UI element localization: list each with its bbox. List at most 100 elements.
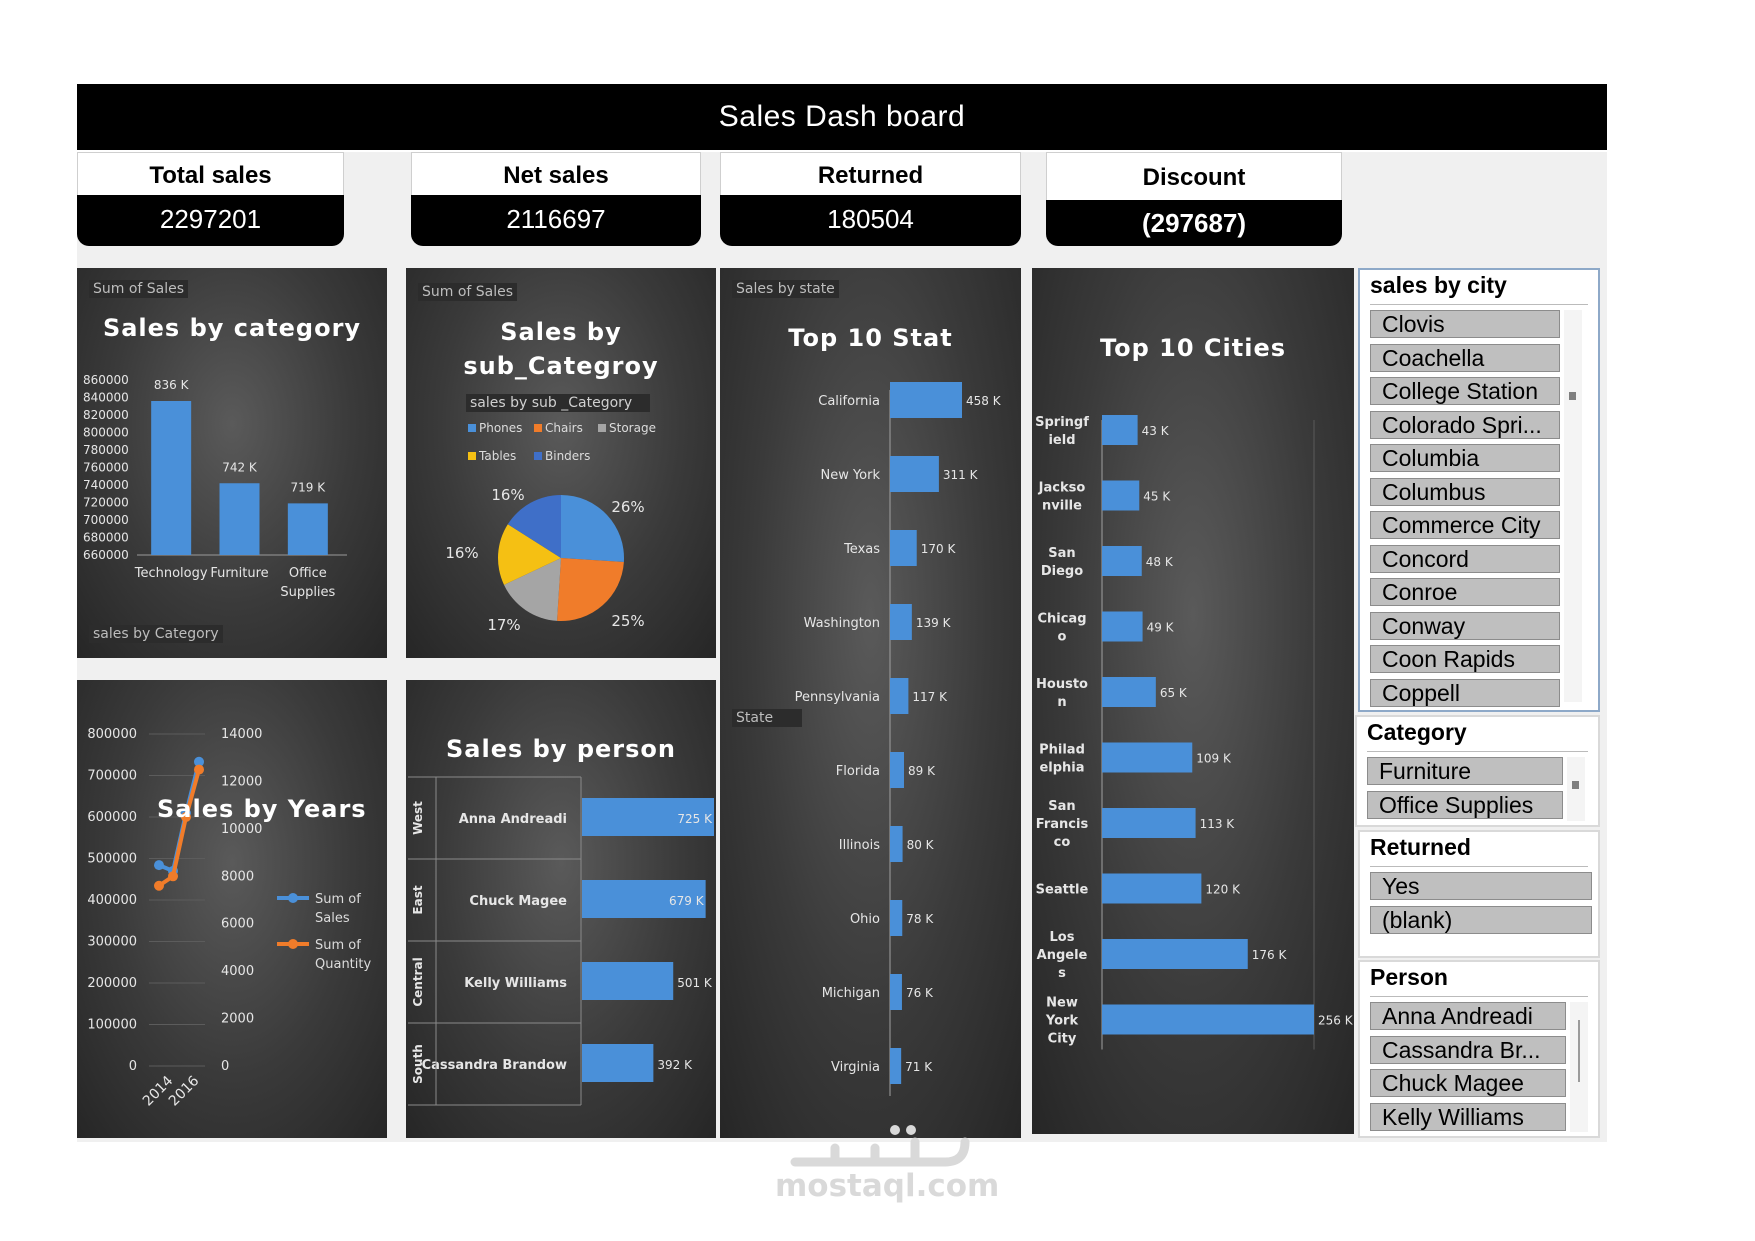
person-slicer-item[interactable]: Cassandra Br... [1370, 1035, 1566, 1064]
svg-cities-bar [1102, 742, 1193, 773]
sales-by-years-panel: 800000 700000 600000 500000 400000 300000 2000… [77, 680, 387, 1138]
svg-cities-bar [1102, 611, 1143, 642]
years-left-tick: 600000 [87, 810, 137, 825]
person-slicer-scroll-thumb[interactable] [1578, 1020, 1580, 1082]
svg-cities-bar [1102, 415, 1138, 445]
category-chart-title: Sales by category [102, 314, 362, 342]
pie-legend-swatch [468, 452, 476, 460]
svg-state-bar-label: 170 K [921, 542, 957, 556]
years-line-chart: 8000007000006000005000004000003000002000… [87, 727, 371, 1109]
pie-slice-label: 26% [611, 498, 644, 516]
pie-slice [557, 558, 624, 621]
svg-cities-bar-label: 113 K [1200, 817, 1236, 831]
category-y-tick: 720000 [83, 496, 129, 510]
state-field-tag: Sales by state [732, 280, 839, 298]
svg-cities-bar-label: 176 K [1252, 948, 1288, 962]
category-bar [219, 483, 260, 555]
returned-slicer-title: Returned [1370, 834, 1471, 860]
svg-cities-category-label: Diego [1041, 564, 1083, 579]
pie-slice [498, 524, 561, 585]
svg-state-bar-label: 78 K [906, 912, 934, 926]
years-series-point [181, 812, 191, 822]
city-slicer-item[interactable]: Coppell [1370, 678, 1560, 707]
years-left-tick: 100000 [87, 1018, 137, 1033]
person-bar-label: 392 K [657, 1058, 693, 1072]
returned-slicer-item[interactable]: Yes [1370, 872, 1592, 900]
person-slicer-scrollbar[interactable] [1570, 1002, 1588, 1132]
pie-legend-swatch [534, 424, 542, 432]
years-legend-label: Sales [315, 911, 350, 926]
pie-legend-swatch [598, 424, 606, 432]
kpi-net-sales-value: 2116697 [411, 195, 701, 246]
category-slicer-scroll-thumb[interactable] [1572, 781, 1579, 789]
years-left-tick: 400000 [87, 893, 137, 908]
person-region-label: South [411, 1044, 425, 1084]
category-y-tick: 860000 [83, 373, 129, 387]
svg-state-bar [890, 604, 912, 640]
svg-cities-bar-label: 256 K [1318, 1014, 1354, 1028]
pie-slice-label: 17% [487, 616, 520, 634]
person-slicer-item[interactable]: Kelly Williams [1370, 1102, 1566, 1131]
category-slicer-scrollbar[interactable] [1567, 757, 1585, 821]
person-slicer-item[interactable]: Chuck Magee [1370, 1069, 1566, 1097]
years-right-tick: 12000 [221, 774, 262, 789]
years-chart-title: Sales by Years [157, 795, 367, 823]
svg-cities-category-label: Los [1050, 930, 1075, 945]
city-slicer: sales by city Clovis Coachella College Sta… [1358, 268, 1600, 712]
person-chart-title: Sales by person [446, 735, 676, 763]
city-slicer-item[interactable]: Columbus [1370, 477, 1560, 506]
years-legend-label: Quantity [315, 957, 371, 972]
person-name-label: Kelly Williams [464, 976, 567, 991]
city-slicer-title: sales by city [1370, 272, 1507, 298]
years-right-tick: 2000 [221, 1012, 254, 1027]
svg-state-category-label: New York [820, 468, 880, 483]
category-x-tick: Furniture [210, 566, 268, 581]
svg-cities-category-label: Springf [1035, 415, 1089, 430]
city-slicer-item[interactable]: Commerce City [1370, 511, 1560, 539]
mostaql-logo [790, 1125, 970, 1167]
subcategory-title-line2: sub_Categroy [463, 352, 659, 380]
category-x-tick: Supplies [280, 585, 335, 600]
years-right-tick: 14000 [221, 727, 262, 742]
category-slicer-title: Category [1367, 719, 1467, 745]
person-bar-chart: West Anna Andreadi 725 K East Chuck Magee 679… [408, 776, 714, 1106]
kpi-returned-label: Returned [720, 152, 1021, 195]
city-slicer-item[interactable]: Coachella [1370, 343, 1560, 372]
city-slicer-scroll-thumb[interactable] [1569, 392, 1576, 400]
svg-state-bar [890, 382, 962, 418]
years-right-tick: 6000 [221, 917, 254, 932]
svg-cities-category-label: San [1048, 799, 1075, 814]
city-slicer-scrollbar[interactable] [1564, 310, 1582, 702]
svg-cities-category-label: San [1048, 546, 1075, 561]
city-slicer-item[interactable]: Clovis [1370, 310, 1560, 338]
svg-state-category-label: Pennsylvania [795, 690, 880, 705]
city-slicer-item[interactable]: Columbia [1370, 444, 1560, 472]
pie-slice [503, 558, 561, 621]
city-slicer-item[interactable]: Concord [1370, 544, 1560, 573]
svg-state-bar-label: 89 K [908, 764, 936, 778]
svg-cities-category-label: n [1057, 695, 1066, 710]
person-slicer-item[interactable]: Anna Andreadi [1370, 1002, 1566, 1030]
person-bar [582, 880, 706, 918]
returned-slicer-item[interactable]: (blank) [1370, 905, 1592, 934]
city-slicer-item[interactable]: Coon Rapids [1370, 645, 1560, 673]
city-slicer-item[interactable]: Conway [1370, 611, 1560, 640]
city-slicer-item[interactable]: Conroe [1370, 578, 1560, 606]
city-slicer-item[interactable]: College Station [1370, 377, 1560, 405]
svg-cities-bar [1102, 480, 1140, 511]
years-right-tick: 10000 [221, 822, 262, 837]
category-slicer-item[interactable]: Furniture [1367, 757, 1563, 785]
city-slicer-item[interactable]: Colorado Spri... [1370, 410, 1560, 439]
cities-chart-title: Top 10 Cities [1099, 334, 1287, 362]
years-series-point [154, 880, 164, 891]
subcategory-title-line1: Sales by [500, 318, 622, 346]
category-slicer-item[interactable]: Office Supplies [1367, 790, 1563, 819]
person-region-label: East [411, 885, 425, 914]
category-y-tick: 760000 [83, 461, 129, 475]
svg-state-bar-label: 458 K [966, 394, 1002, 408]
top-states-panel: Sales by state Top 10 Stat State 458 K Ca… [720, 268, 1021, 1138]
svg-state-category-label: Washington [804, 616, 880, 631]
person-name-label: Anna Andreadi [459, 812, 567, 827]
person-bar [582, 962, 674, 1000]
person-bar [582, 1044, 654, 1082]
